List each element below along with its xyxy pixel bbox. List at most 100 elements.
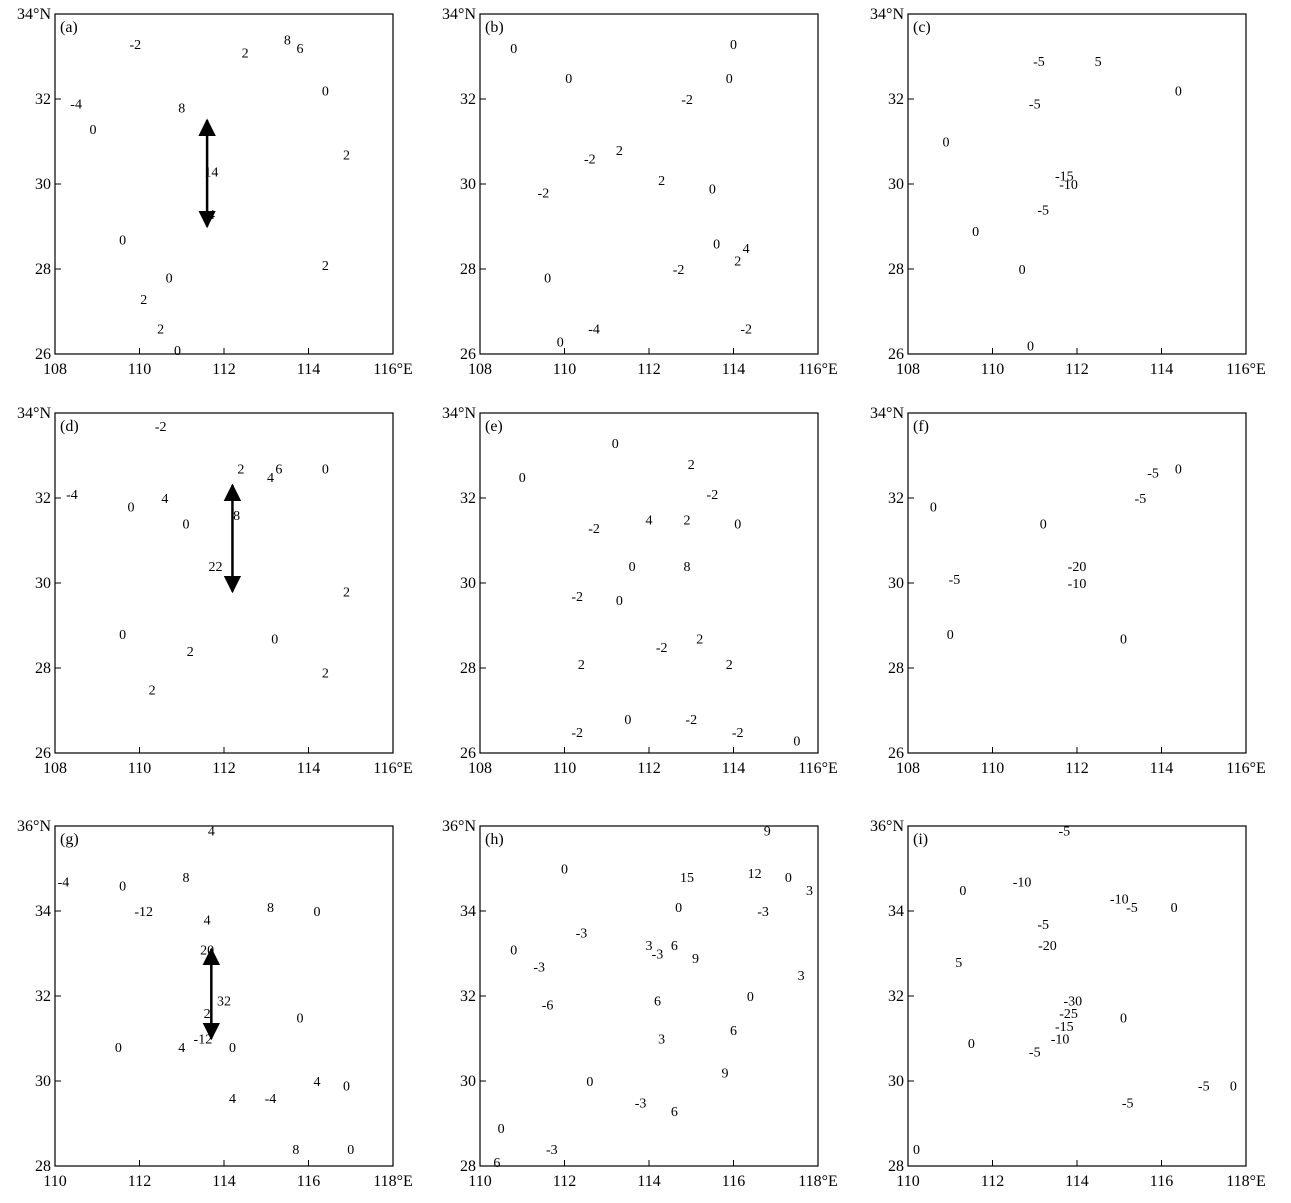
contour-label: 6 — [730, 1024, 737, 1039]
contour-label: -10 — [1059, 178, 1078, 193]
x-tick-label: 112 — [212, 760, 235, 777]
panel: 108110112114116°E2628303234°N(a)-2286-48… — [17, 6, 413, 378]
contour-label: -2 — [707, 488, 719, 503]
contour-label: 12 — [748, 867, 762, 882]
contour-label: 0 — [747, 990, 754, 1005]
contour-label: 2 — [684, 513, 691, 528]
contour-label: 0 — [726, 72, 733, 87]
contour-label: 0 — [1171, 901, 1178, 916]
x-tick-label: 116°E — [373, 361, 413, 378]
y-tick-label: 34°N — [442, 405, 476, 422]
contour-label: 0 — [544, 272, 551, 287]
y-tick-label: 36°N — [870, 818, 904, 835]
x-tick-label: 108 — [43, 361, 67, 378]
contour-label: 4 — [267, 471, 274, 486]
contour-label: 0 — [115, 1041, 122, 1056]
contour-label: 3 — [658, 1033, 665, 1048]
x-tick-label: 114 — [722, 361, 745, 378]
y-tick-label: 30 — [460, 176, 476, 193]
x-tick-label: 108 — [468, 361, 492, 378]
x-tick-label: 116°E — [1226, 760, 1266, 777]
x-tick-label: 112 — [1065, 760, 1088, 777]
contour-label: 4 — [208, 208, 215, 223]
y-tick-label: 34°N — [17, 405, 51, 422]
x-tick-label: 112 — [981, 1173, 1004, 1190]
contour-label: 0 — [313, 905, 320, 920]
y-tick-label: 28 — [35, 1158, 51, 1175]
contour-label: 2 — [726, 658, 733, 673]
x-tick-label: 116 — [1150, 1173, 1173, 1190]
contour-label: -20 — [1038, 939, 1057, 954]
panel-label: (g) — [60, 831, 79, 848]
contour-label: -5 — [1058, 824, 1070, 839]
contour-label: -2 — [685, 713, 697, 728]
plot-frame — [480, 14, 818, 354]
y-tick-label: 34°N — [442, 6, 476, 23]
y-tick-label: 34 — [888, 903, 904, 920]
contour-label: 22 — [209, 560, 223, 575]
contour-label: -5 — [1033, 55, 1045, 70]
contour-label: 5 — [955, 956, 962, 971]
plot-frame — [55, 413, 393, 753]
contour-label: -2 — [588, 522, 600, 537]
x-tick-label: 110 — [43, 1173, 66, 1190]
x-tick-label: 114 — [297, 760, 320, 777]
y-tick-label: 28 — [888, 261, 904, 278]
y-tick-label: 32 — [35, 490, 51, 507]
contour-label: 6 — [297, 42, 304, 57]
contour-label: 0 — [1230, 1079, 1237, 1094]
contour-label: 4 — [208, 824, 215, 839]
contour-label: 0 — [1019, 263, 1026, 278]
contour-label: 2 — [237, 462, 244, 477]
contour-label: -5 — [1198, 1079, 1210, 1094]
contour-label: 4 — [204, 914, 211, 929]
panel-label: (i) — [913, 831, 928, 848]
contour-label: -5 — [1122, 1096, 1134, 1111]
x-tick-label: 114 — [1065, 1173, 1088, 1190]
contour-label: 0 — [182, 518, 189, 533]
contour-label: 4 — [313, 1075, 320, 1090]
y-tick-label: 30 — [888, 575, 904, 592]
contour-label: 4 — [161, 492, 168, 507]
contour-label: 2 — [734, 255, 741, 270]
contour-label: -3 — [533, 960, 545, 975]
y-tick-label: 32 — [35, 988, 51, 1005]
y-tick-label: 26 — [460, 346, 476, 363]
contour-label: -5 — [949, 573, 961, 588]
contour-label: 2 — [343, 148, 350, 163]
contour-label: 9 — [692, 952, 699, 967]
contour-label: 2 — [149, 683, 156, 698]
y-tick-label: 26 — [35, 346, 51, 363]
panel-label: (b) — [485, 19, 504, 36]
contour-label: -3 — [757, 905, 769, 920]
contour-label: 2 — [157, 323, 164, 338]
y-tick-label: 30 — [888, 1073, 904, 1090]
x-tick-label: 112 — [128, 1173, 151, 1190]
y-tick-label: 36°N — [17, 818, 51, 835]
x-tick-label: 114 — [722, 760, 745, 777]
x-tick-label: 116°E — [1226, 361, 1266, 378]
contour-label: 4 — [178, 1041, 185, 1056]
contour-label: -2 — [538, 187, 550, 202]
panel: 110112114116118°E2830323436°N(g)4-408-12… — [17, 818, 413, 1190]
contour-label: 2 — [322, 666, 329, 681]
contour-label: 4 — [646, 513, 653, 528]
x-tick-label: 118°E — [373, 1173, 413, 1190]
contour-label: 0 — [913, 1143, 920, 1158]
contour-label: 6 — [275, 462, 282, 477]
y-tick-label: 26 — [888, 346, 904, 363]
contour-label: -2 — [681, 93, 693, 108]
contour-label: 0 — [90, 123, 97, 138]
contour-label: 0 — [730, 38, 737, 53]
contour-label: 8 — [284, 34, 291, 49]
x-tick-label: 110 — [128, 361, 151, 378]
y-tick-label: 28 — [35, 660, 51, 677]
contour-label: 32 — [217, 994, 231, 1009]
x-tick-label: 108 — [468, 760, 492, 777]
contour-label: 6 — [671, 939, 678, 954]
contour-label: 0 — [972, 225, 979, 240]
contour-label: -2 — [129, 38, 141, 53]
contour-label: 2 — [688, 458, 695, 473]
